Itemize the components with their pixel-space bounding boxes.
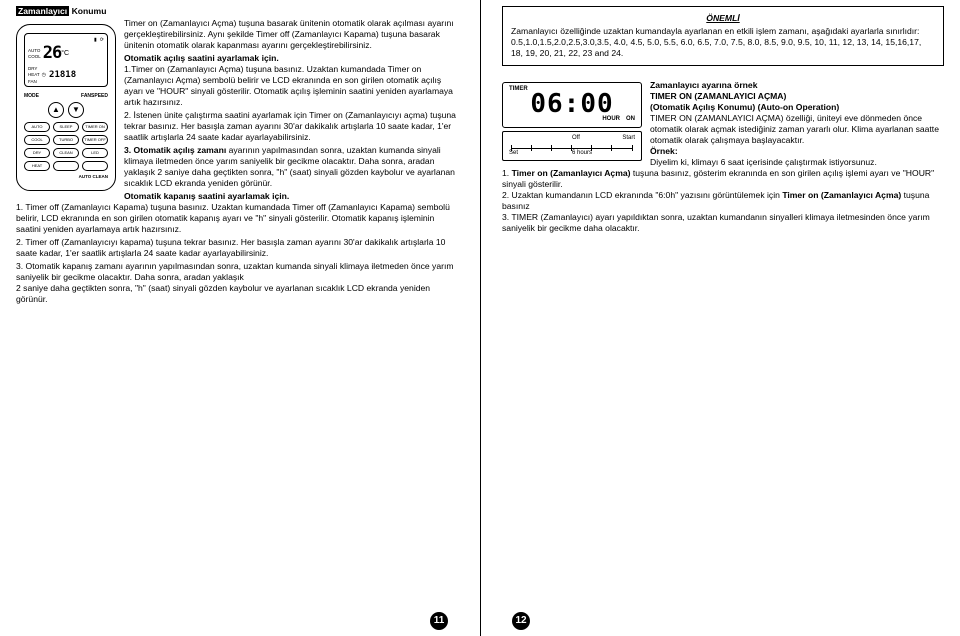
- btn-dry[interactable]: DRY: [24, 148, 50, 158]
- b-step-2: 2. Timer off (Zamanlayıcıyı kapama) tuşu…: [16, 237, 458, 259]
- left-title: Zamanlayıcı Konumu: [16, 6, 458, 17]
- btn-led[interactable]: LED: [82, 148, 108, 158]
- ruler-set: Set: [509, 150, 518, 158]
- temp-value: 26: [43, 43, 61, 65]
- btn-sleep[interactable]: SLEEP: [53, 122, 79, 132]
- lbl-cool: COOL: [28, 54, 41, 60]
- fan-label: FANSPEED: [81, 93, 108, 99]
- b-step-3a: 3. Otomatik kapanış zamanı ayarının yapı…: [16, 261, 458, 283]
- ruler-6h: 6 hours: [572, 150, 592, 158]
- ex-i1a: Timer on (Zamanlayıcı Açma): [512, 168, 633, 178]
- timer-label: TIMER: [509, 86, 528, 94]
- b-step-3b: 2 saniye daha geçtikten sonra, "h" (saat…: [16, 283, 458, 305]
- timer-ruler: Off Start Set 6 hours: [502, 131, 642, 161]
- left-page: Zamanlayıcı Konumu ▮⟳ AUTO COOL 26 °C: [0, 0, 480, 636]
- lbl-heat: HEAT: [28, 72, 40, 78]
- lbl-fan: FAN: [28, 79, 40, 85]
- page-number-right: 12: [512, 612, 530, 630]
- remote-figure: ▮⟳ AUTO COOL 26 °C DRY HEAT FAN: [16, 24, 116, 191]
- auto-clean-label: AUTO CLEAN: [24, 174, 108, 180]
- timer-display: TIMER 06:00 HOUR ON: [502, 82, 642, 128]
- btn-turbo[interactable]: TURBO: [53, 135, 79, 145]
- example-item2: 2. Uzaktan kumandanın LCD ekranında "6:0…: [502, 190, 944, 212]
- btn-heat[interactable]: HEAT: [24, 161, 50, 171]
- page-number-left: 11: [430, 612, 448, 630]
- clock-icon: ◷: [42, 72, 46, 78]
- temp-unit: °C: [61, 50, 69, 59]
- btn-timer-on[interactable]: TIMER ON: [82, 122, 108, 132]
- important-title: ÖNEMLİ: [511, 13, 935, 24]
- example-item3: 3. TIMER (Zamanlayıcı) ayarı yapıldıktan…: [502, 212, 944, 234]
- sub-value: 21818: [49, 70, 76, 82]
- btn-cool[interactable]: COOL: [24, 135, 50, 145]
- timer-hour: HOUR: [602, 116, 620, 124]
- ruler-start: Start: [622, 135, 635, 143]
- remote-lcd: ▮⟳ AUTO COOL 26 °C DRY HEAT FAN: [24, 33, 108, 87]
- btn-blank1[interactable]: [53, 161, 79, 171]
- b-step-1: 1. Timer off (Zamanlayıcı Kapama) tuşuna…: [16, 202, 458, 235]
- ex-i2a: 2. Uzaktan kumandanın LCD ekranında "6:0…: [502, 190, 782, 200]
- ruler-off: Off: [572, 135, 580, 143]
- example-item1: 1. Timer on (Zamanlayıcı Açma) tuşuna ba…: [502, 168, 944, 190]
- title-box: Zamanlayıcı: [16, 6, 69, 16]
- right-page: ÖNEMLİ Zamanlayıcı özelliğinde uzaktan k…: [480, 0, 960, 636]
- sec-b-title: Otomatik kapanış saatini ayarlamak için.: [16, 191, 458, 202]
- temp-up-button[interactable]: ▲: [48, 102, 64, 118]
- important-box: ÖNEMLİ Zamanlayıcı özelliğinde uzaktan k…: [502, 6, 944, 66]
- important-body: Zamanlayıcı özelliğinde uzaktan kumanday…: [511, 26, 935, 59]
- btn-clean[interactable]: CLEAN: [53, 148, 79, 158]
- timer-figure: TIMER 06:00 HOUR ON Off Start Set 6 hour…: [502, 82, 642, 161]
- ex-i2b: Timer on (Zamanlayıcı Açma): [782, 190, 901, 200]
- mode-label: MODE: [24, 93, 39, 99]
- temp-down-button[interactable]: ▼: [68, 102, 84, 118]
- btn-timer-off[interactable]: TIMER OFF: [82, 135, 108, 145]
- title-rest: Konumu: [72, 6, 107, 16]
- a3-head: 3. Otomatik açılış zamanı: [124, 145, 226, 155]
- btn-auto[interactable]: AUTO: [24, 122, 50, 132]
- btn-blank2[interactable]: [82, 161, 108, 171]
- timer-on: ON: [626, 116, 635, 124]
- timer-value: 06:00: [530, 88, 613, 121]
